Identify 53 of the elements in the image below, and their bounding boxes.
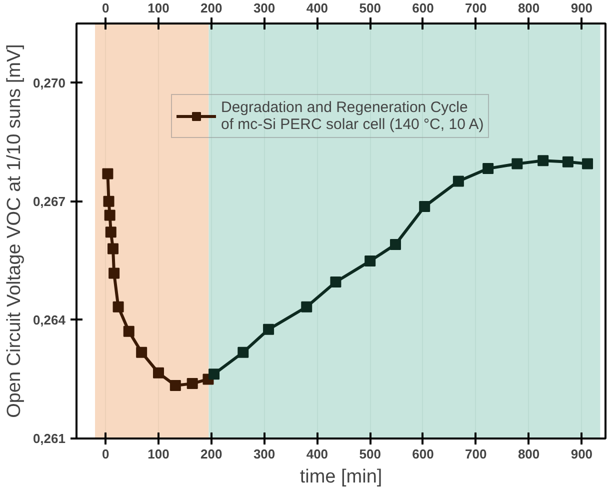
point (512, 158, 523, 170)
point (482, 163, 494, 174)
point (330, 276, 342, 288)
point (108, 243, 118, 254)
point (390, 238, 401, 250)
x-axis-title: time [min] (300, 466, 382, 488)
point (208, 368, 220, 380)
point (364, 256, 376, 267)
point (112, 301, 124, 312)
point (538, 155, 549, 166)
point (562, 156, 574, 168)
y-axis-title: Open Circuit Voltage VOC at 1/10 suns [mV] (4, 44, 25, 418)
point (186, 378, 198, 390)
x-tick-label: 900 (570, 0, 593, 16)
x2-tick-label: 600 (412, 446, 434, 462)
x2-tick-label: 300 (253, 446, 276, 462)
y-tick-label: 0,270 (32, 75, 66, 90)
point (419, 200, 430, 212)
x2-tick-label: 800 (518, 446, 540, 462)
x2-tick-label: 100 (148, 446, 170, 462)
x-tick-label: 700 (465, 0, 487, 16)
point (102, 168, 114, 180)
x2-tick-label: 500 (359, 446, 381, 462)
x-tick-label: 0 (102, 0, 110, 16)
x2-tick-label: 0 (102, 446, 110, 462)
x-tick-label: 200 (200, 0, 222, 16)
x2-tick-label: 200 (200, 446, 222, 462)
point (136, 346, 148, 358)
x-tick-label: 100 (148, 0, 170, 16)
point (301, 301, 312, 312)
y-tick-label: 0,267 (32, 194, 66, 209)
x2-tick-label: 400 (306, 446, 328, 462)
x2-tick-label: 900 (570, 446, 593, 462)
point (152, 367, 164, 378)
y-tick-label: 0,264 (32, 312, 66, 328)
point (108, 268, 120, 279)
x-tick-label: 500 (359, 0, 381, 16)
point (263, 324, 274, 335)
point (582, 158, 594, 170)
point (103, 196, 114, 207)
point (452, 176, 464, 187)
point (123, 326, 134, 337)
point (238, 346, 249, 358)
legend-label: Degradation and Regeneration Cycle of mc-Si PERC solar cell (140 °C, 10 A) (221, 99, 484, 133)
x-tick-label: 400 (306, 0, 328, 16)
x-tick-label: 300 (253, 0, 276, 16)
point (105, 226, 116, 238)
y-tick-label: 0,261 (32, 431, 66, 446)
x2-tick-label: 700 (465, 446, 487, 462)
x-tick-label: 600 (412, 0, 434, 16)
x-tick-label: 800 (518, 0, 540, 16)
point (170, 380, 181, 392)
point (104, 210, 116, 221)
